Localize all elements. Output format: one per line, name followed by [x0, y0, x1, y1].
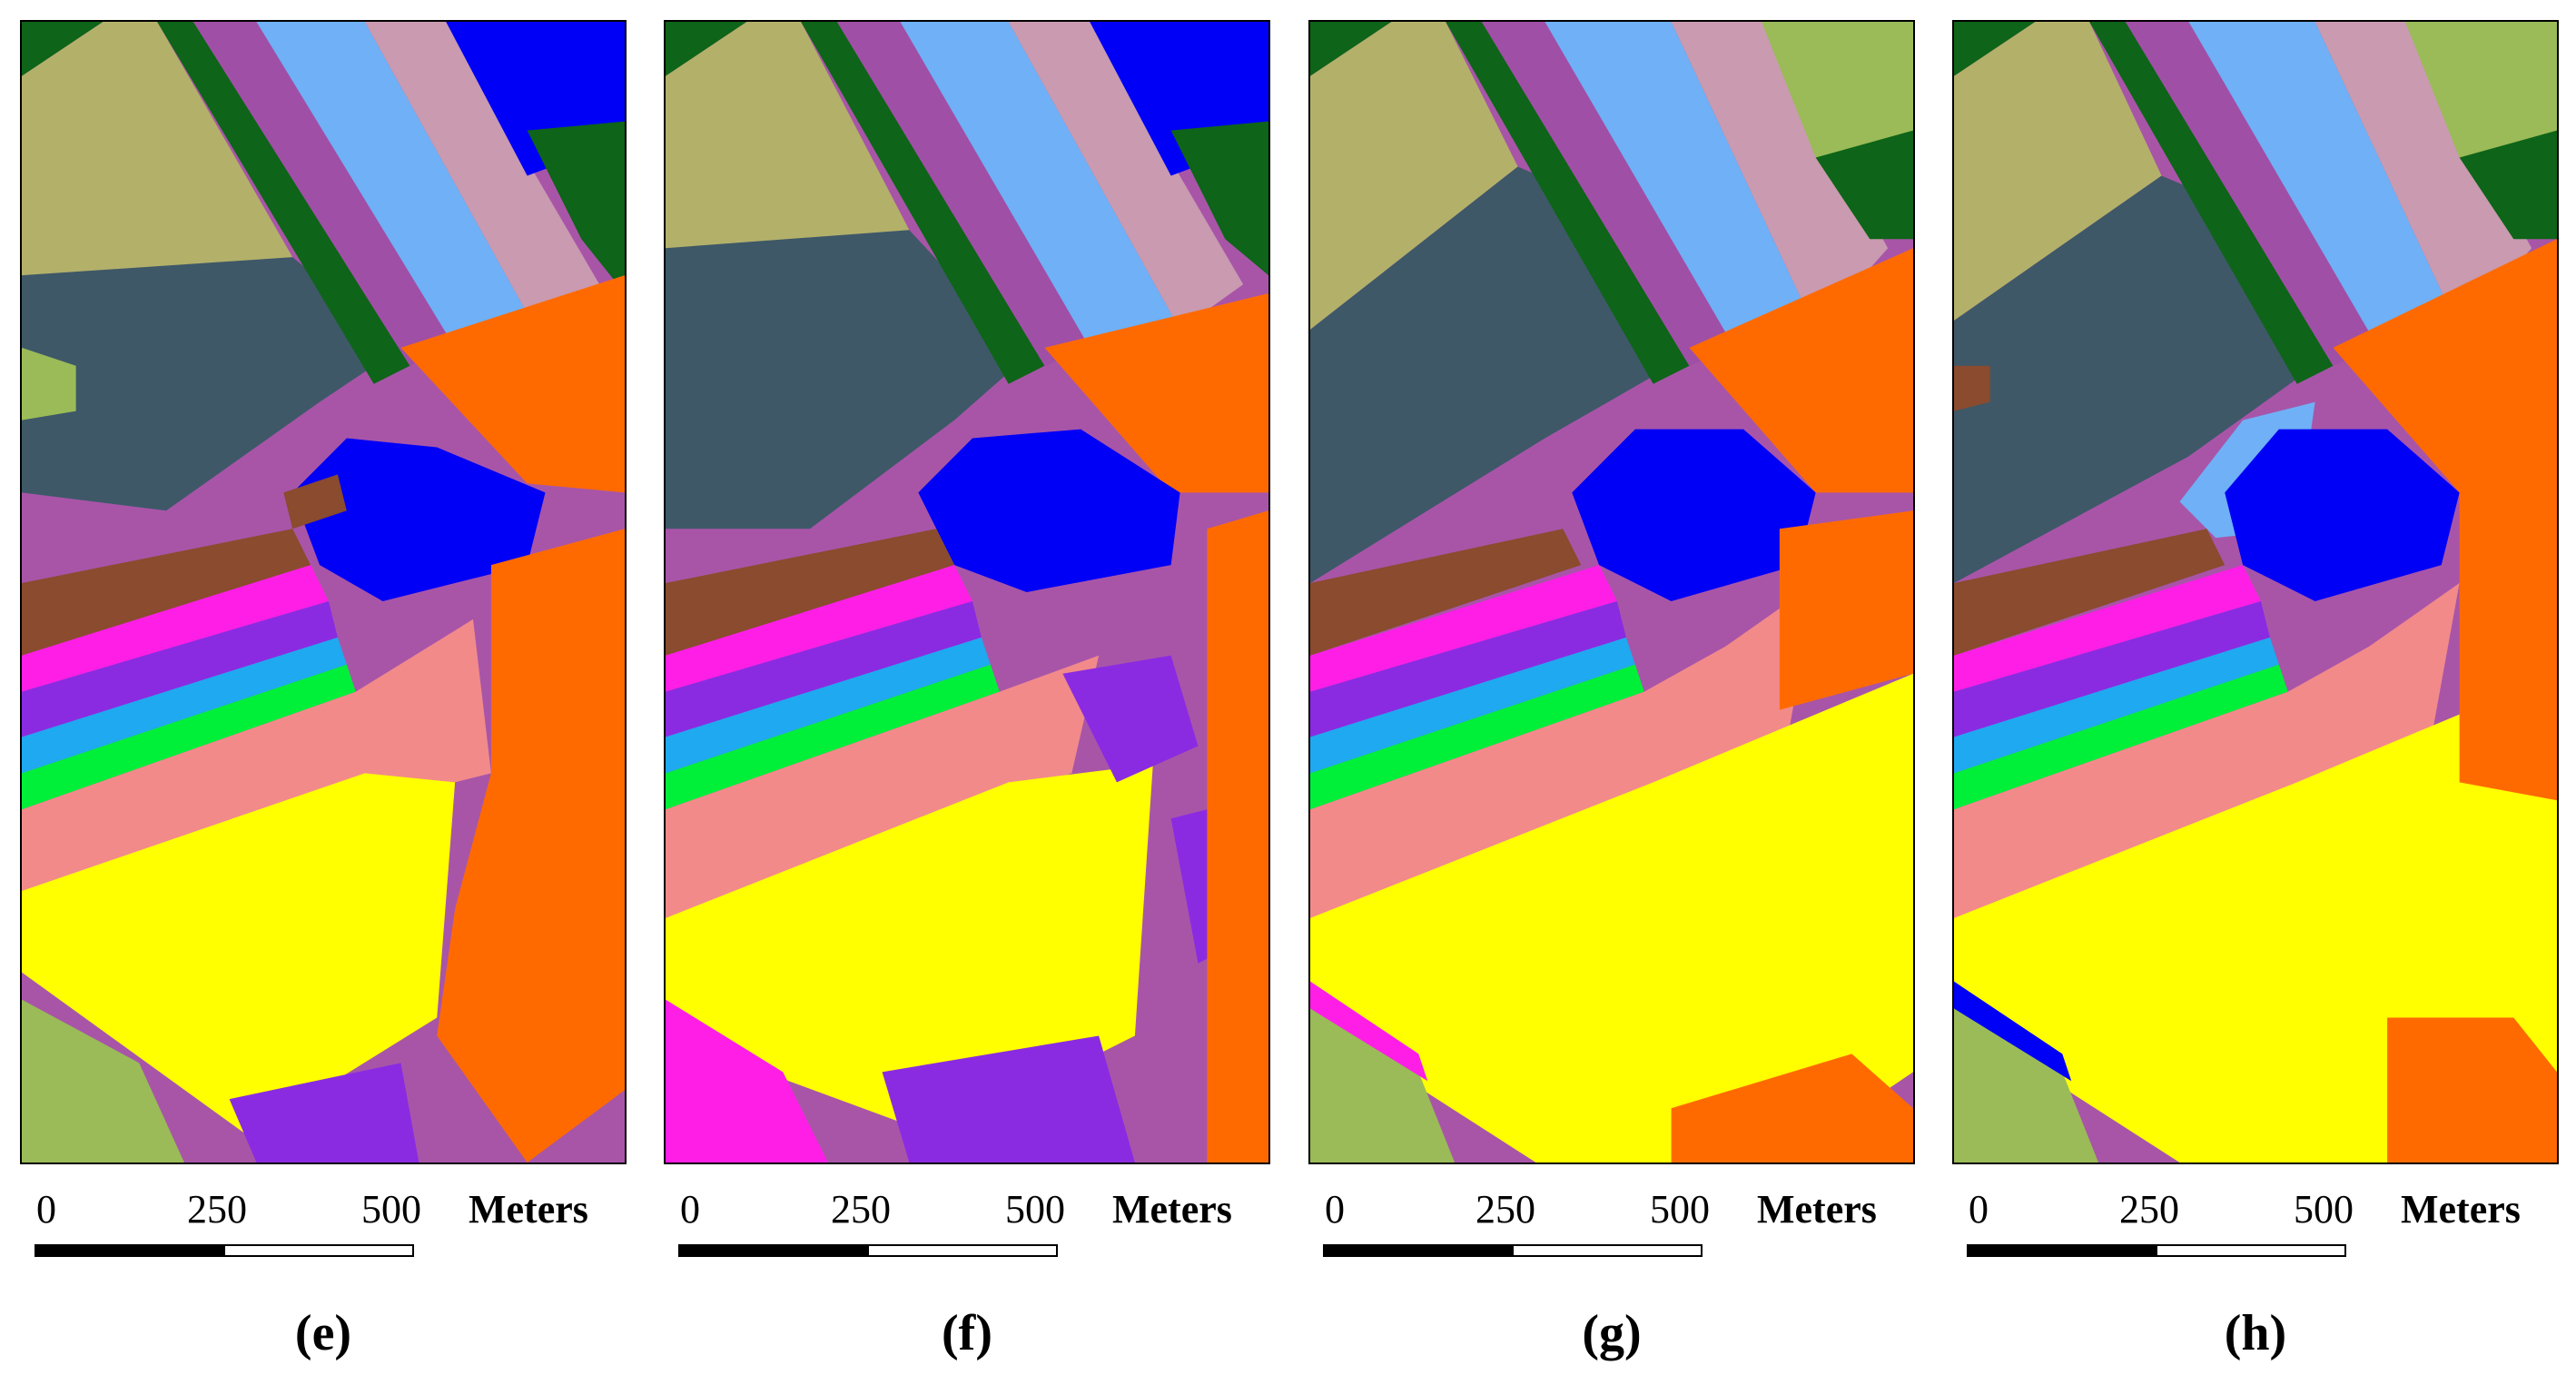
scale-tick-0: 0	[1969, 1187, 1989, 1232]
scale-bar-f: 0 250 500 Meters	[675, 1190, 1274, 1262]
map-f-graphic	[666, 22, 1268, 1162]
scale-unit-label: Meters	[1757, 1187, 1877, 1232]
scale-segment-black	[1967, 1244, 2157, 1257]
classification-map-e	[20, 20, 627, 1164]
scale-tick-0: 0	[36, 1187, 56, 1232]
scale-tick-500: 500	[1650, 1187, 1710, 1232]
scale-tick-0: 0	[680, 1187, 700, 1232]
panel-label-h: (h)	[2224, 1305, 2287, 1361]
scale-tick-250: 250	[831, 1187, 891, 1232]
scale-tick-500: 500	[361, 1187, 421, 1232]
scale-bar-g: 0 250 500 Meters	[1319, 1190, 1919, 1262]
panel-label-e: (e)	[294, 1305, 352, 1361]
map-g-graphic	[1310, 22, 1913, 1162]
scale-tick-500: 500	[1005, 1187, 1065, 1232]
scale-tick-250: 250	[187, 1187, 247, 1232]
scale-segment-white	[223, 1244, 414, 1257]
scale-unit-label: Meters	[1112, 1187, 1232, 1232]
scale-tick-250: 250	[1476, 1187, 1535, 1232]
panel-label-g: (g)	[1582, 1305, 1642, 1361]
scale-unit-label: Meters	[469, 1187, 588, 1232]
scale-bar-h: 0 250 500 Meters	[1963, 1190, 2562, 1262]
scale-bar-e: 0 250 500 Meters	[31, 1190, 630, 1262]
scale-segment-white	[1512, 1244, 1703, 1257]
scale-segment-black	[678, 1244, 869, 1257]
classification-map-f	[664, 20, 1270, 1164]
scale-segment-black	[35, 1244, 225, 1257]
scale-segment-white	[867, 1244, 1058, 1257]
map-h-graphic	[1954, 22, 2557, 1162]
scale-tick-250: 250	[2119, 1187, 2179, 1232]
scale-segment-white	[2156, 1244, 2346, 1257]
scale-tick-0: 0	[1325, 1187, 1345, 1232]
classification-map-h	[1952, 20, 2559, 1164]
scale-segment-black	[1323, 1244, 1514, 1257]
panel-label-f: (f)	[942, 1305, 992, 1361]
scale-unit-label: Meters	[2401, 1187, 2521, 1232]
classification-map-g	[1308, 20, 1915, 1164]
map-e-graphic	[22, 22, 625, 1162]
scale-tick-500: 500	[2294, 1187, 2354, 1232]
